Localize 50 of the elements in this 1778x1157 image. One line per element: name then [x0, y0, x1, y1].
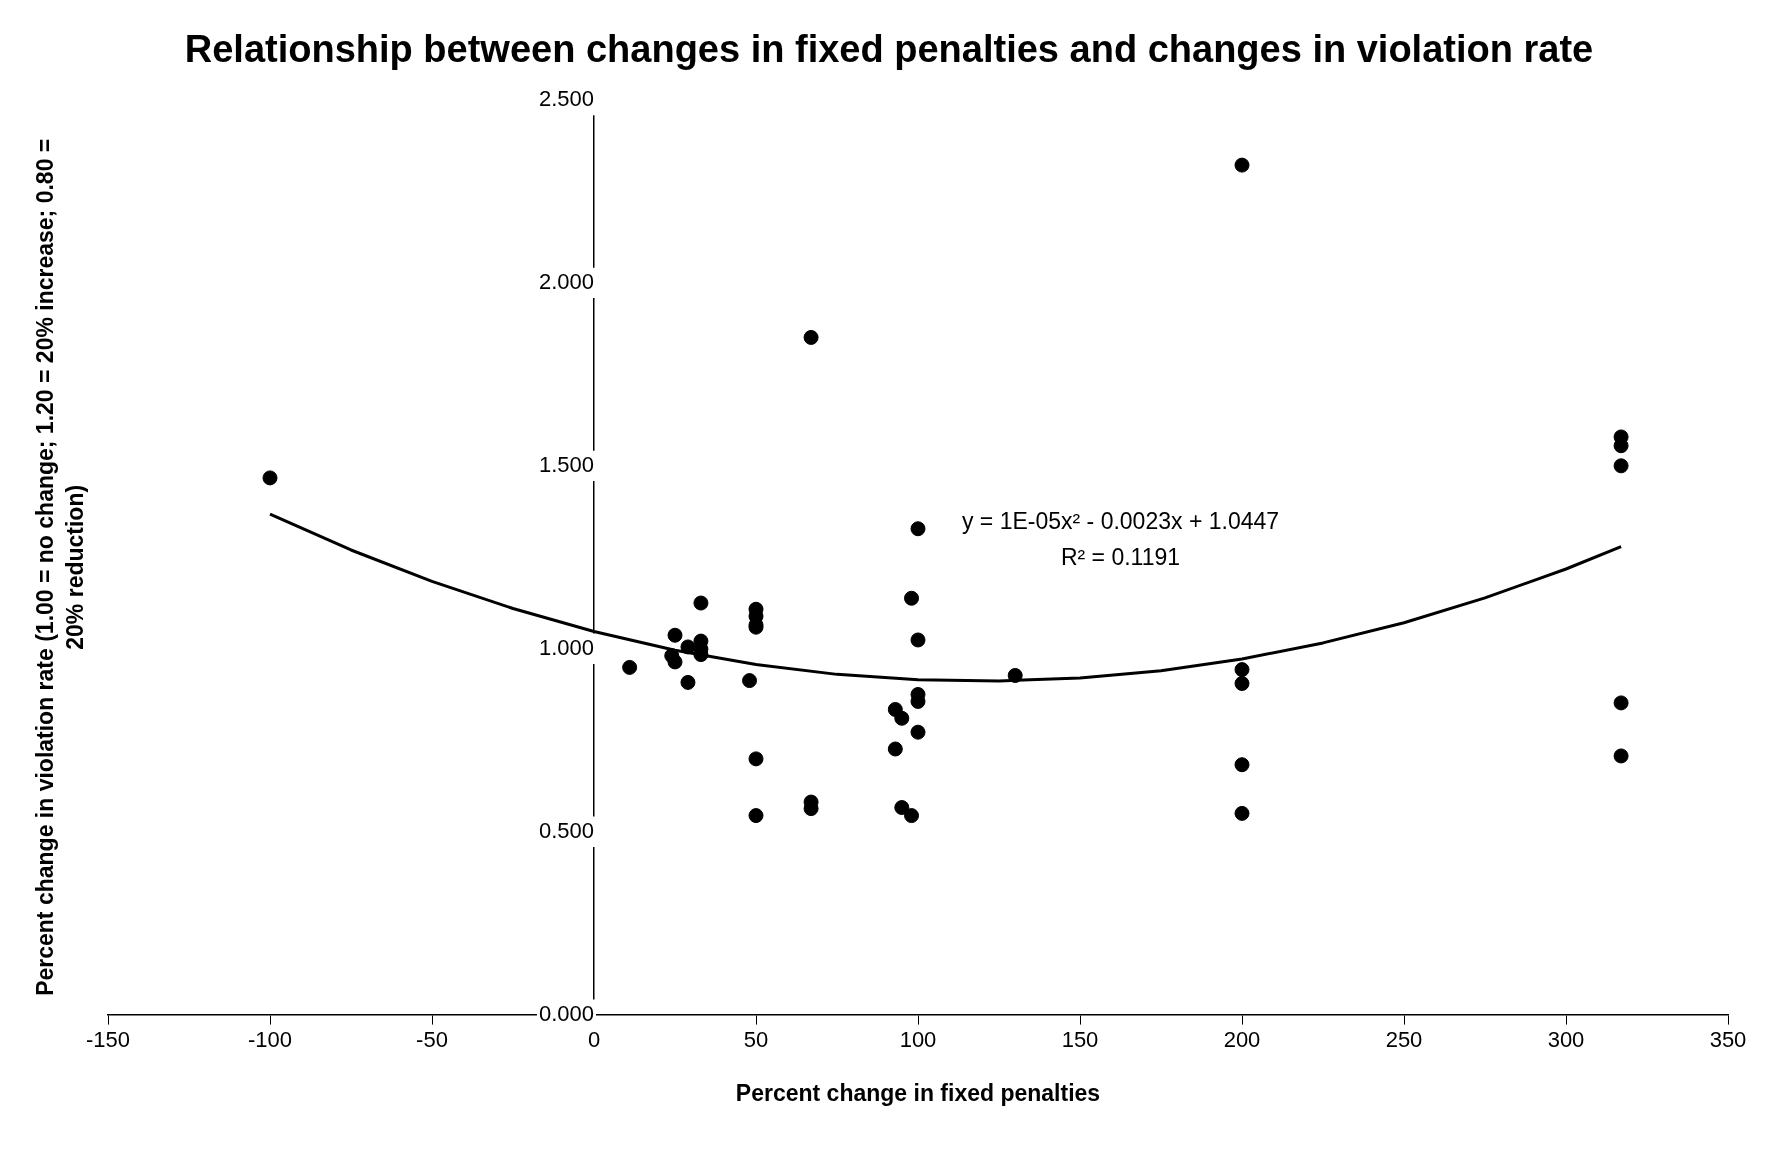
point	[910, 521, 926, 537]
chart-title: Relationship between changes in fixed penalties and changes in violation rate	[184, 28, 1594, 71]
y-tick-label: 0.000	[538, 1000, 594, 1026]
point	[1234, 662, 1250, 678]
x-tick-label: 150	[1061, 1026, 1099, 1052]
point	[1007, 667, 1023, 683]
point	[667, 654, 683, 670]
y-tick-label: 2.500	[538, 86, 594, 112]
x-axis-title: Percent change in fixed penalties	[735, 1079, 1101, 1106]
point	[262, 470, 278, 486]
x-tick-label: 100	[899, 1026, 937, 1052]
annotation: R² = 0.1191	[1060, 543, 1181, 570]
annotation: y = 1E-05x² - 0.0023x + 1.0447	[961, 507, 1280, 534]
point	[1613, 748, 1629, 764]
point	[1234, 805, 1250, 821]
x-tick-label: 200	[1223, 1026, 1261, 1052]
point	[1234, 757, 1250, 773]
x-tick-label: -100	[247, 1026, 293, 1052]
point	[742, 673, 758, 689]
point	[904, 590, 920, 606]
y-tick-label: 1.500	[538, 451, 594, 477]
point	[1613, 695, 1629, 711]
point	[904, 808, 920, 824]
point	[622, 659, 638, 675]
y-axis-title: Percent change in violation rate (1.00 = no change; 1.20 = 20% increase; 0.80 = 20% reduction)	[32, 138, 89, 996]
x-tick-label: 350	[1709, 1026, 1747, 1052]
y-tick-label: 0.500	[538, 817, 594, 843]
point	[1613, 458, 1629, 474]
point	[887, 741, 903, 757]
x-tick-label: 0	[587, 1026, 601, 1052]
y-tick-label: 1.000	[538, 634, 594, 660]
x-tick-label: -50	[416, 1026, 448, 1052]
point	[680, 674, 696, 690]
point	[748, 751, 764, 767]
x-tick-label: 300	[1547, 1026, 1585, 1052]
point	[693, 595, 709, 611]
point	[894, 710, 910, 726]
x-tick-label: 50	[743, 1026, 769, 1052]
point	[910, 724, 926, 740]
point	[803, 329, 819, 345]
y-tick-label: 2.000	[538, 268, 594, 294]
point	[1234, 676, 1250, 692]
point	[910, 632, 926, 648]
point	[667, 627, 683, 643]
x-tick-label: -150	[85, 1026, 131, 1052]
point	[1234, 157, 1250, 173]
point	[894, 800, 910, 816]
x-tick-label: 250	[1385, 1026, 1423, 1052]
point	[680, 639, 696, 655]
point	[748, 808, 764, 824]
